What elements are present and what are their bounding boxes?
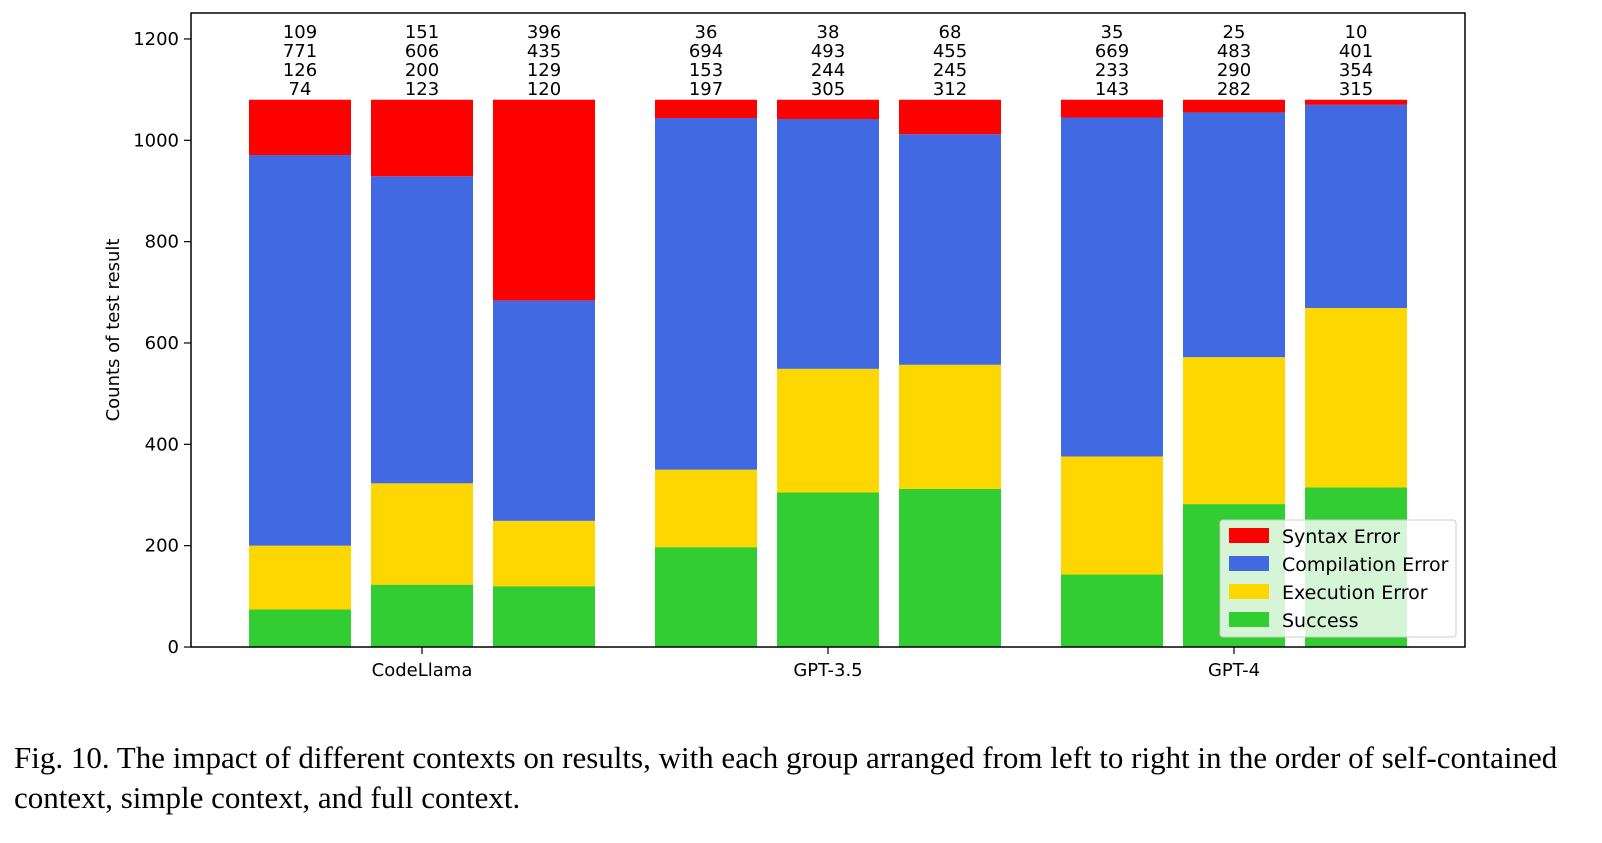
x-tick-label: CodeLlama [372,660,473,681]
count-label-compilation-error: 771 [283,41,317,62]
bar-segment-syntax-error [655,99,757,119]
y-tick-label: 200 [145,536,179,557]
count-label-success: 120 [527,79,561,100]
count-label-execution-error: 126 [283,60,317,81]
count-label-execution-error: 245 [933,60,967,81]
y-axis: 0 200 400 600 800 1000 1200 [133,29,191,658]
count-label-execution-error: 244 [811,60,845,81]
y-tick-label: 1000 [133,130,179,151]
count-label-success: 282 [1217,79,1251,100]
legend: Syntax Error Compilation Error Execution E… [1219,519,1457,638]
bar-segment-syntax-error [1061,99,1163,118]
bar-segment-compilation-error [493,300,595,521]
count-label-success: 74 [289,79,312,100]
bar-segment-compilation-error [899,134,1001,365]
y-axis-label: Counts of test result [103,239,124,422]
bar-segment-execution-error [899,364,1001,489]
bar-segment-execution-error [493,520,595,587]
count-label-success: 315 [1339,79,1373,100]
count-label-compilation-error: 606 [405,41,439,62]
bar-segment-success [777,492,879,647]
y-tick-label: 600 [145,333,179,354]
count-label-syntax-error: 38 [817,22,840,43]
bar-segment-success [493,586,595,647]
count-label-compilation-error: 455 [933,41,967,62]
y-tick-label: 1200 [133,29,179,50]
count-label-execution-error: 153 [689,60,723,81]
figure-caption: Fig. 10. The impact of different context… [14,740,1558,815]
bar-segment-compilation-error [249,154,351,546]
count-label-execution-error: 200 [405,60,439,81]
y-tick-label: 400 [145,434,179,455]
legend-label: Syntax Error [1282,526,1400,548]
bar-segment-syntax-error [899,99,1001,135]
count-label-compilation-error: 694 [689,41,723,62]
count-label-execution-error: 129 [527,60,561,81]
count-label-syntax-error: 35 [1101,22,1124,43]
bar-segment-syntax-error [493,99,595,301]
count-label-compilation-error: 669 [1095,41,1129,62]
count-label-success: 197 [689,79,723,100]
bar-segment-execution-error [249,545,351,610]
bar-segment-compilation-error [1183,112,1285,358]
count-label-syntax-error: 36 [695,22,718,43]
count-label-compilation-error: 435 [527,41,561,62]
legend-label: Execution Error [1282,582,1428,604]
bar-segment-compilation-error [371,176,473,484]
count-label-success: 123 [405,79,439,100]
bar-segment-syntax-error [249,99,351,155]
bar-segment-execution-error [371,483,473,585]
stacked-bar-chart: 1097711267415160620012339643512912036694… [103,12,1466,681]
legend-swatch [1229,556,1269,571]
bar-segment-syntax-error [1305,99,1407,105]
count-label-syntax-error: 10 [1345,22,1368,43]
bar-segment-compilation-error [655,118,757,470]
count-label-compilation-error: 401 [1339,41,1373,62]
bar-segment-execution-error [1305,308,1407,488]
count-label-compilation-error: 493 [811,41,845,62]
bar-segment-success [655,547,757,647]
bar-segment-success [1061,574,1163,647]
legend-swatch [1229,612,1269,627]
x-tick-label: GPT-3.5 [793,660,862,681]
x-tick-label: GPT-4 [1208,660,1260,681]
bar-segment-execution-error [1061,456,1163,575]
bar-segment-execution-error [1183,357,1285,505]
count-label-execution-error: 290 [1217,60,1251,81]
bar-segment-success [249,609,351,647]
bar-segment-syntax-error [777,99,879,120]
count-label-syntax-error: 151 [405,22,439,43]
count-label-execution-error: 354 [1339,60,1373,81]
count-label-success: 143 [1095,79,1129,100]
bar-segment-compilation-error [1305,104,1407,309]
legend-swatch [1229,528,1269,543]
legend-label: Success [1282,610,1358,632]
bar-segment-success [899,488,1001,647]
count-label-syntax-error: 68 [939,22,962,43]
bar-segment-execution-error [777,368,879,493]
bar-segment-syntax-error [371,99,473,177]
bar-segment-success [371,584,473,647]
y-tick-label: 0 [168,637,179,658]
legend-label: Compilation Error [1282,554,1449,576]
count-label-success: 312 [933,79,967,100]
legend-swatch [1229,584,1269,599]
count-label-execution-error: 233 [1095,60,1129,81]
count-label-syntax-error: 25 [1223,22,1246,43]
count-label-success: 305 [811,79,845,100]
bar-segment-syntax-error [1183,99,1285,113]
bar-segment-compilation-error [1061,117,1163,457]
count-label-compilation-error: 483 [1217,41,1251,62]
count-label-syntax-error: 109 [283,22,317,43]
legend-box [1219,519,1457,638]
x-axis: CodeLlama GPT-3.5 GPT-4 [372,647,1260,681]
count-label-syntax-error: 396 [527,22,561,43]
bar-segment-execution-error [655,469,757,548]
bar-segment-compilation-error [777,119,879,369]
y-tick-label: 800 [145,232,179,253]
